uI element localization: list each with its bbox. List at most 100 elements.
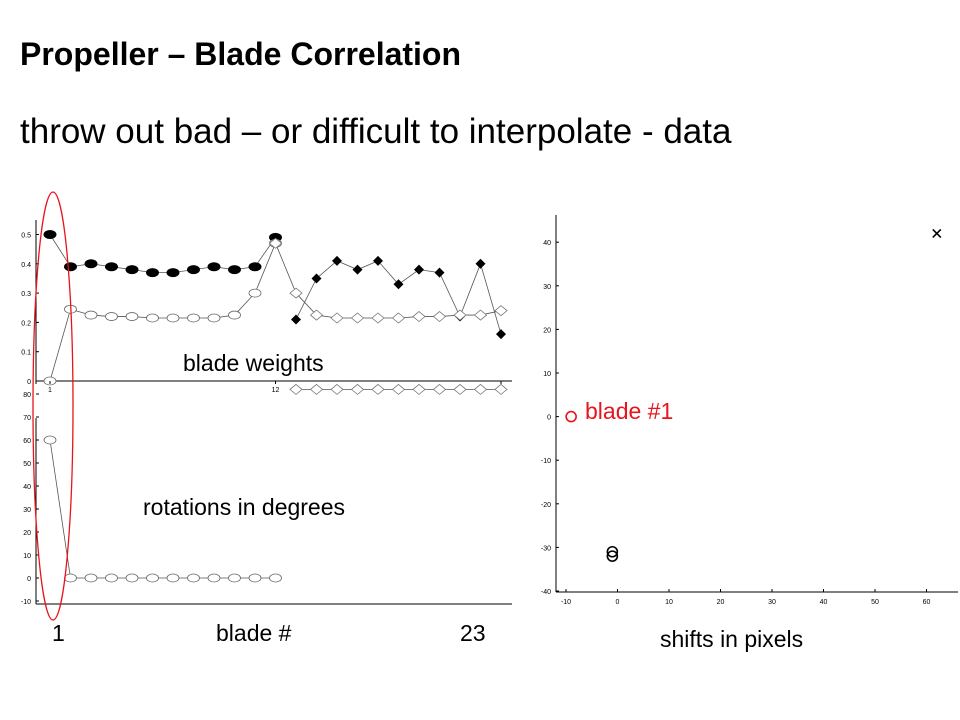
data-point-filled-diamond	[414, 264, 424, 275]
first-blade-label: 1	[52, 620, 65, 646]
data-point-open-circle	[207, 573, 221, 583]
data-point-open-diamond	[453, 309, 467, 321]
x-tick-label: 40	[820, 599, 828, 606]
data-point-open-diamond	[330, 312, 344, 324]
data-point-open-diamond	[289, 287, 303, 299]
x-tick-label: 20	[717, 599, 725, 606]
data-point-open-diamond	[350, 312, 365, 324]
data-point-open-circle	[187, 313, 200, 323]
data-point-open-circle	[105, 573, 118, 583]
data-point-open-diamond	[289, 383, 303, 395]
data-point-open-circle	[84, 310, 98, 320]
data-point-filled-diamond	[393, 279, 404, 290]
data-point-filled-diamond	[332, 255, 342, 266]
data-point-open-circle	[43, 435, 57, 445]
data-point-open-diamond	[432, 311, 447, 323]
blade-1-label: blade #1	[585, 398, 674, 424]
x-tick-label: 50	[871, 599, 879, 606]
data-point-filled-circle	[64, 262, 77, 272]
data-point-circle	[606, 550, 619, 562]
y-tick-label: 0.3	[21, 291, 31, 298]
data-point-circle	[606, 545, 619, 558]
data-point-open-circle	[207, 313, 221, 323]
data-point-filled-circle	[228, 265, 241, 275]
data-point-open-diamond	[350, 383, 365, 395]
data-point-open-circle	[125, 312, 139, 321]
data-point-open-circle	[146, 573, 159, 583]
y-tick-label: 30	[23, 507, 31, 514]
data-point-open-circle	[248, 288, 262, 298]
y-tick-label: 0.5	[21, 233, 31, 240]
data-point-open-diamond	[473, 309, 488, 321]
blade-weights-chart: 00.10.20.30.40.511223	[21, 220, 512, 394]
y-tick-label: 20	[543, 327, 551, 334]
data-point-open-diamond	[432, 383, 447, 395]
series-line	[49, 234, 276, 273]
data-point-open-diamond	[494, 305, 508, 317]
shifts-scatter-chart: -40 -30 -20 -10 0 10 20 30 40 -10 0 10 20 30 40 50 60	[541, 215, 958, 606]
data-point-open-diamond	[453, 383, 467, 395]
data-point-open-diamond	[412, 311, 426, 323]
shifts-label: shifts in pixels	[660, 626, 804, 652]
y-tick-label: -10	[541, 458, 551, 465]
data-point-filled-diamond	[291, 314, 301, 325]
data-point-open-circle	[64, 573, 77, 583]
data-point-open-diamond	[391, 383, 406, 395]
y-tick-label: 0.4	[21, 262, 31, 269]
blade-1-highlight-ellipse	[32, 191, 74, 621]
data-point-open-circle	[269, 573, 282, 583]
y-tick-label: 80	[23, 392, 31, 399]
data-point-open-circle	[146, 313, 159, 323]
y-tick-label: 40	[23, 484, 31, 491]
data-point-open-diamond	[309, 309, 324, 321]
x-tick-label: 1	[48, 387, 52, 394]
data-point-open-diamond	[309, 383, 324, 395]
data-point-open-circle	[228, 573, 241, 583]
data-point-open-circle	[84, 573, 98, 583]
x-tick-label: -10	[561, 599, 571, 606]
y-tick-label: 60	[23, 438, 31, 445]
y-tick-label: 0	[27, 379, 31, 386]
y-tick-label: -10	[21, 599, 31, 606]
x-tick-label: 0	[616, 599, 620, 606]
slide-title: Propeller – Blade Correlation	[20, 36, 462, 72]
data-point-x	[932, 228, 942, 239]
data-point-filled-diamond	[311, 273, 322, 284]
data-point-open-circle	[105, 312, 118, 321]
y-tick-label: 0	[547, 415, 551, 422]
data-point-open-diamond	[412, 383, 426, 395]
y-tick-label: 20	[23, 530, 31, 537]
data-point-open-diamond	[268, 237, 283, 249]
data-point-filled-circle	[84, 259, 98, 269]
data-point-filled-circle	[146, 268, 159, 278]
data-point-open-diamond	[473, 383, 488, 395]
y-tick-label: 70	[23, 415, 31, 422]
y-tick-label: 10	[23, 553, 31, 560]
data-point-open-diamond	[330, 383, 344, 395]
x-tick-label: 12	[272, 387, 280, 394]
y-tick-label: 40	[543, 240, 551, 247]
y-tick-label: 0	[27, 576, 31, 583]
y-tick-label: 50	[23, 461, 31, 468]
slide-subtitle: throw out bad – or difficult to interpol…	[20, 112, 732, 151]
data-point-open-circle	[166, 313, 180, 323]
data-point-open-circle	[166, 573, 180, 583]
y-tick-label: 0.1	[21, 350, 31, 357]
y-tick-label: 10	[543, 371, 551, 378]
x-tick-label: 30	[768, 599, 776, 606]
y-tick-label: 0.2	[21, 320, 31, 327]
data-point-filled-diamond	[352, 264, 363, 275]
data-point-open-diamond	[371, 383, 385, 395]
data-point-filled-circle	[43, 230, 57, 239]
data-point-filled-circle	[105, 262, 118, 272]
data-point-filled-diamond	[496, 329, 506, 340]
data-point-open-diamond	[391, 312, 406, 324]
data-point-filled-diamond	[434, 267, 445, 278]
data-point-filled-circle	[166, 268, 180, 278]
data-point-open-diamond	[371, 312, 385, 324]
data-point-filled-circle	[125, 265, 139, 275]
last-blade-label: 23	[460, 620, 486, 646]
data-point-filled-diamond	[475, 258, 486, 269]
